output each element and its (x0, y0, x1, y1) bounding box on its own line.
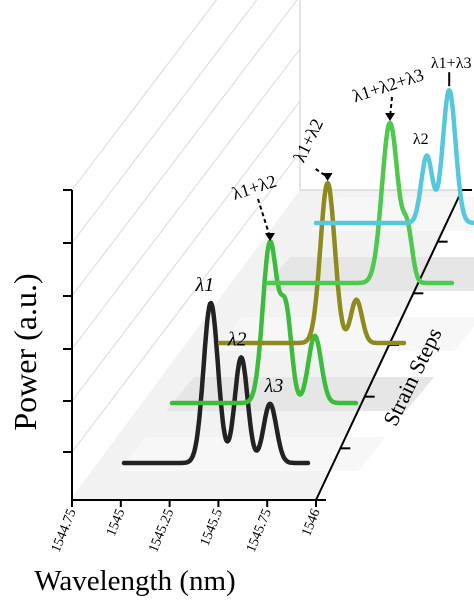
grid-line (71, 0, 298, 297)
peak-label: λ1 (194, 274, 214, 296)
spectrum-trace (265, 120, 455, 286)
peak-label: λ2 (413, 131, 429, 148)
x-axis-label: Wavelength (nm) (34, 565, 235, 597)
x-tick-label: 1544.75 (49, 507, 80, 555)
peak-arrowhead (265, 233, 275, 241)
x-tick-label: 1545.5 (198, 507, 226, 548)
x-tick-label: 1545 (104, 507, 128, 539)
x-tick-label: 1546 (299, 507, 323, 539)
peak-arrowhead (385, 113, 395, 121)
grid-line (71, 0, 258, 244)
chart-series (121, 88, 474, 466)
peak-label: λ1+λ2 (289, 115, 327, 165)
peak-label: λ3 (264, 375, 284, 397)
spectrum-trace (313, 88, 474, 226)
peak-label: λ2 (227, 328, 247, 350)
grid-line (71, 48, 301, 350)
peak-label: λ1+λ3 (431, 55, 472, 72)
peak-arrowhead (322, 173, 333, 181)
floor-stripe (262, 257, 474, 291)
x-tick-label: 1545.75 (244, 507, 275, 555)
grid-line (71, 100, 301, 402)
x-tick-label: 1545.25 (146, 507, 177, 555)
spectrum-trace (121, 300, 311, 466)
peak-label: λ1+λ2 (229, 171, 279, 204)
peak-label: λ1+λ2+λ3 (350, 64, 426, 106)
spectrum-trace (169, 239, 359, 406)
spectrum-trace (217, 180, 407, 346)
grid-line (71, 0, 218, 191)
y-axis-label: Power (a.u.) (7, 273, 43, 430)
grid-line (71, 151, 301, 453)
peak-arrow (315, 168, 329, 178)
